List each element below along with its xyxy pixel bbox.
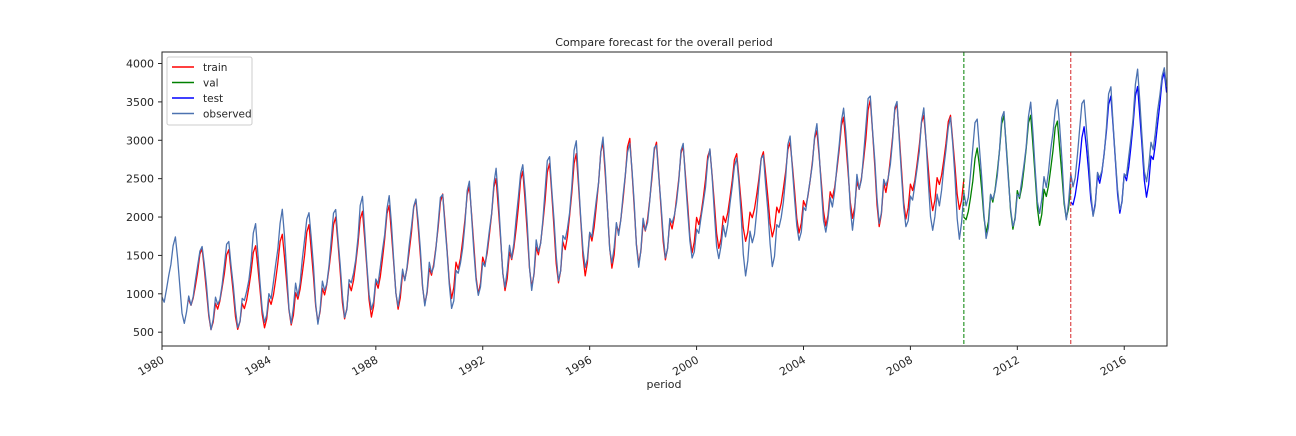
x-axis: 1980 1984 1988 1992 1996 2000 2004 2008 2012 2016 xyxy=(136,346,1129,379)
x-tick-label: 1984 xyxy=(243,353,274,378)
plot-frame xyxy=(161,51,1168,347)
x-axis-label: period xyxy=(646,378,681,391)
chart-title: Compare forecast for the overall period xyxy=(555,36,772,49)
y-tick-label: 1500 xyxy=(126,249,154,262)
y-tick-label: 4000 xyxy=(126,58,154,71)
legend-label-train: train xyxy=(203,62,227,74)
x-tick-label: 2004 xyxy=(777,353,808,378)
x-tick-label: 1988 xyxy=(350,353,381,378)
legend-label-test: test xyxy=(203,93,223,105)
y-tick-label: 500 xyxy=(133,326,154,339)
y-tick-label: 1000 xyxy=(126,288,154,301)
series-line-train xyxy=(188,99,965,331)
y-tick-label: 2000 xyxy=(126,211,154,224)
x-tick-label: 2016 xyxy=(1098,353,1129,378)
y-tick-label: 3500 xyxy=(126,96,154,109)
vline-layer xyxy=(963,52,1072,346)
y-axis: 500 1000 1500 2000 2500 3000 3500 4000 xyxy=(126,58,162,339)
y-tick-label: 3000 xyxy=(126,134,154,147)
x-tick-label: 2008 xyxy=(884,353,915,378)
legend-label-observed: observed xyxy=(203,109,252,121)
legend: train val test observed xyxy=(166,56,253,126)
x-tick-label: 1996 xyxy=(563,353,594,378)
y-tick-label: 2500 xyxy=(126,173,154,186)
series-layer xyxy=(161,67,1168,331)
x-tick-label: 2000 xyxy=(670,353,701,378)
series-line-val xyxy=(963,114,1072,234)
x-tick-label: 1992 xyxy=(456,353,487,378)
series-line-observed xyxy=(161,67,1168,331)
legend-label-val: val xyxy=(203,78,219,90)
legend-frame xyxy=(166,56,253,126)
x-tick-label: 1980 xyxy=(136,353,167,378)
x-tick-label: 2012 xyxy=(991,353,1022,378)
